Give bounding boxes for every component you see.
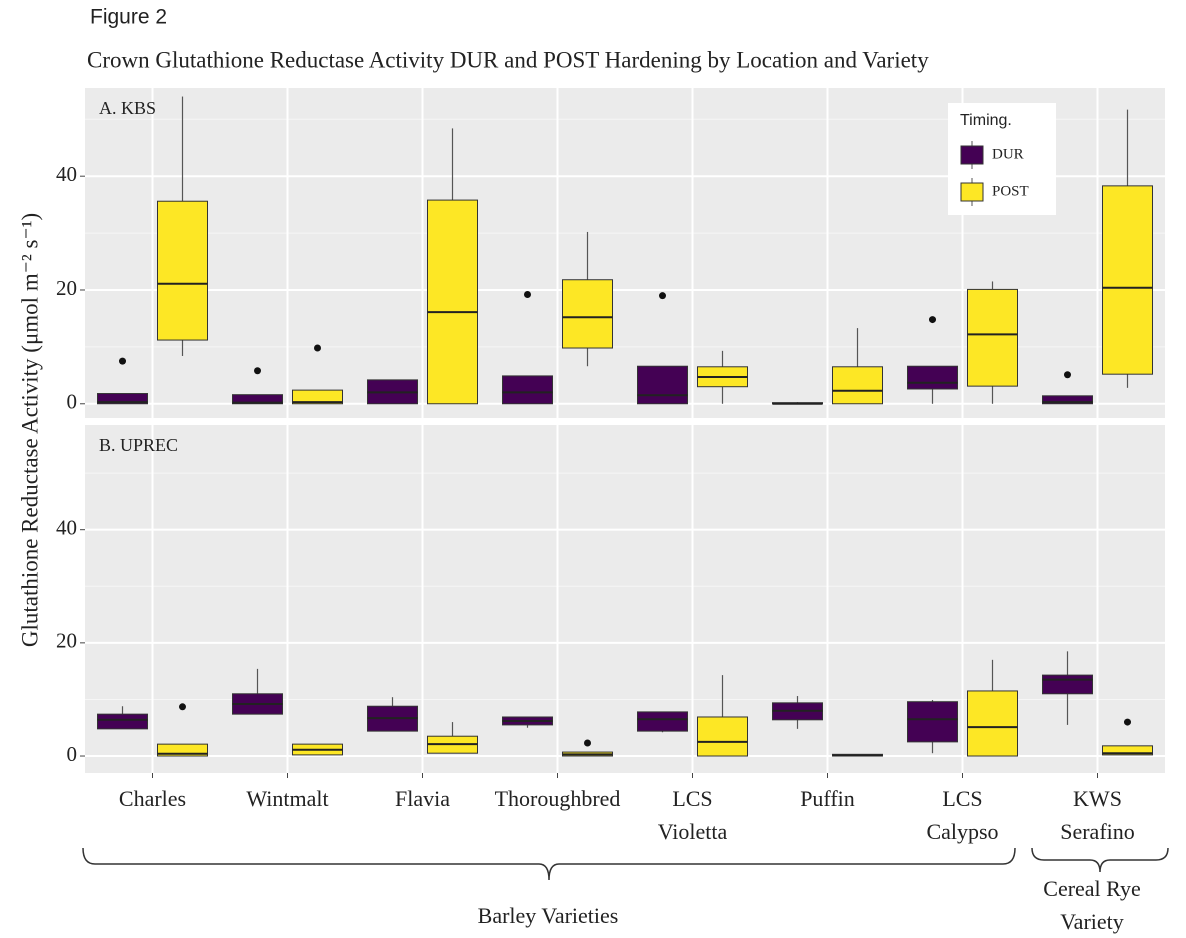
- x-tick-label: LCS Violetta: [658, 786, 728, 844]
- panel-label: A. KBS: [99, 98, 156, 118]
- x-tick-label: Puffin: [800, 786, 855, 811]
- outlier: [929, 316, 936, 324]
- outlier: [179, 703, 186, 711]
- box: [637, 711, 688, 732]
- outlier: [1124, 718, 1131, 726]
- legend-label: POST: [992, 183, 1029, 199]
- outlier: [314, 344, 321, 352]
- chart-title: Crown Glutathione Reductase Activity DUR…: [87, 47, 929, 72]
- y-tick-label: 20: [56, 629, 77, 653]
- group-label: Cereal Rye Variety: [1043, 876, 1140, 934]
- y-tick-label: 0: [67, 390, 78, 414]
- panel-label: B. UPREC: [99, 435, 178, 455]
- box: [907, 701, 958, 743]
- box: [562, 279, 613, 349]
- box: [967, 690, 1018, 757]
- box: [292, 389, 343, 405]
- legend-label: DUR: [992, 146, 1024, 162]
- outlier: [584, 739, 591, 747]
- outlier: [524, 291, 531, 299]
- group-label: Barley Varieties: [478, 903, 619, 928]
- y-tick-label: 0: [67, 742, 78, 766]
- figure-label: Figure 2: [90, 6, 167, 29]
- box: [967, 288, 1018, 387]
- box: [1102, 745, 1153, 756]
- legend-swatch: [960, 182, 984, 202]
- legend-swatch: [960, 145, 984, 165]
- outlier: [254, 367, 261, 375]
- outlier: [659, 292, 666, 300]
- legend-title: Timing.: [960, 112, 1012, 129]
- y-tick-label: 40: [56, 515, 77, 539]
- y-tick-label: 20: [56, 276, 77, 300]
- box: [1102, 185, 1153, 375]
- box: [157, 743, 208, 757]
- y-tick-label: 40: [56, 162, 77, 186]
- x-tick-label: KWS Serafino: [1060, 786, 1135, 844]
- box: [502, 375, 553, 405]
- y-axis-label: Glutathione Reductase Activity (μmol m⁻²…: [17, 213, 42, 647]
- box: [1042, 395, 1093, 405]
- rye-brace: [1031, 847, 1169, 873]
- x-tick-label: LCS Calypso: [926, 786, 998, 844]
- outlier: [1064, 371, 1071, 379]
- x-tick-label: Thoroughbred: [495, 786, 621, 811]
- box: [637, 365, 688, 405]
- box: [907, 365, 958, 390]
- box: [1042, 674, 1093, 695]
- box: [832, 366, 883, 405]
- box: [97, 393, 148, 405]
- x-tick-label: Charles: [119, 786, 186, 811]
- box: [157, 200, 208, 341]
- barley-brace: [82, 847, 1016, 881]
- x-tick-label: Wintmalt: [246, 786, 328, 811]
- outlier: [119, 357, 126, 365]
- box: [427, 199, 478, 405]
- box: [97, 713, 148, 730]
- x-tick-label: Flavia: [395, 786, 450, 811]
- box: [697, 716, 748, 757]
- box: [232, 394, 283, 405]
